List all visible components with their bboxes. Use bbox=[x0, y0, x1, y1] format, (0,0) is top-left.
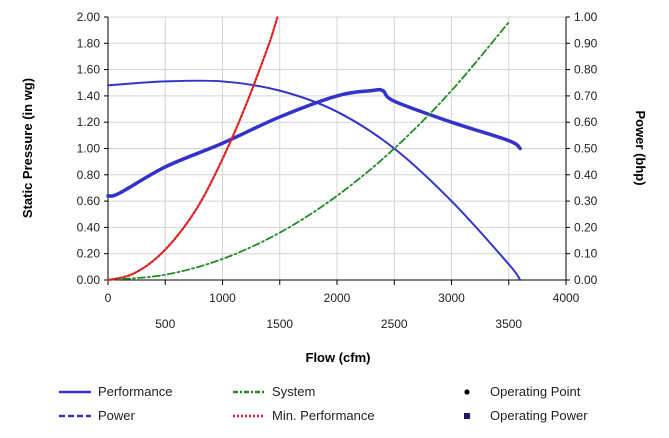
tick-labels: 0.00 0.00 0.20 0.10 0.40 0.20 0.60 0.30 0.80 0.40… bbox=[77, 10, 598, 331]
x-axis-title: Flow (cfm) bbox=[306, 350, 371, 365]
legend-label: Power bbox=[98, 408, 135, 423]
y-tick-label-left: 2.00 bbox=[77, 10, 101, 24]
y-tick-label-right: 0.50 bbox=[574, 142, 598, 156]
y-tick-label-right: 0.20 bbox=[574, 220, 598, 234]
y-tick-label-left: 0.20 bbox=[77, 247, 101, 261]
y-tick-label-right: 1.00 bbox=[574, 10, 598, 24]
series-line-min-performance bbox=[106, 15, 279, 282]
y-tick-label-right: 0.80 bbox=[574, 63, 598, 77]
legend-label: Min. Performance bbox=[272, 408, 375, 423]
legend-item: System bbox=[232, 384, 315, 399]
y-tick-label-right: 0.30 bbox=[574, 194, 598, 208]
legend-swatch-icon bbox=[233, 390, 265, 393]
legend-item: Performance bbox=[58, 384, 172, 399]
x-tick-label: 1500 bbox=[266, 317, 293, 331]
x-tick-label: 0 bbox=[105, 291, 112, 305]
legend-swatch-icon bbox=[464, 412, 470, 419]
legend-label: Performance bbox=[98, 384, 173, 399]
y-tick-label-right: 0.60 bbox=[574, 115, 598, 129]
y-axis-right-title: Power (bhp) bbox=[633, 110, 648, 185]
y-tick-label-left: 0.60 bbox=[77, 194, 101, 208]
x-tick-label: 3500 bbox=[495, 317, 522, 331]
y-tick-label-left: 1.80 bbox=[77, 36, 101, 50]
legend-swatch-icon bbox=[59, 390, 91, 393]
legend-swatch-icon bbox=[59, 414, 91, 417]
legend-label: System bbox=[272, 384, 316, 399]
x-tick-label: 2500 bbox=[381, 317, 408, 331]
series-line-performance bbox=[107, 79, 522, 281]
series-lines bbox=[106, 15, 522, 282]
y-tick-label-left: 0.40 bbox=[77, 220, 101, 234]
series-line-system bbox=[107, 21, 510, 281]
legend-item: Operating Power bbox=[450, 408, 588, 423]
y-axis-left-title: Static Pressure (in wg) bbox=[20, 78, 35, 218]
y-tick-label-left: 0.00 bbox=[77, 273, 101, 287]
y-tick-label-right: 0.10 bbox=[574, 247, 598, 261]
x-tick-label: 2000 bbox=[324, 291, 351, 305]
y-tick-label-right: 0.00 bbox=[574, 273, 598, 287]
y-tick-label-right: 0.40 bbox=[574, 168, 598, 182]
y-tick-label-right: 0.70 bbox=[574, 89, 598, 103]
y-tick-label-left: 0.80 bbox=[77, 168, 101, 182]
grid-lines bbox=[107, 16, 567, 281]
y-tick-label-left: 1.40 bbox=[77, 89, 101, 103]
legend-swatch-icon bbox=[464, 388, 470, 395]
legend-item: Operating Point bbox=[450, 384, 580, 399]
y-tick-label-left: 1.60 bbox=[77, 63, 101, 77]
series-line-power bbox=[106, 87, 522, 198]
legend-label: Operating Point bbox=[490, 384, 581, 399]
axes bbox=[104, 16, 570, 285]
y-tick-label-left: 1.20 bbox=[77, 115, 101, 129]
y-tick-label-right: 0.90 bbox=[574, 36, 598, 50]
x-tick-label: 4000 bbox=[553, 291, 580, 305]
x-tick-label: 1000 bbox=[209, 291, 236, 305]
y-tick-label-left: 1.00 bbox=[77, 142, 101, 156]
legend-label: Operating Power bbox=[490, 408, 588, 423]
legend-item: Power bbox=[58, 408, 135, 423]
legend-swatch-icon bbox=[233, 414, 265, 417]
x-tick-label: 500 bbox=[155, 317, 175, 331]
x-tick-label: 3000 bbox=[438, 291, 465, 305]
legend-item: Min. Performance bbox=[232, 408, 375, 423]
